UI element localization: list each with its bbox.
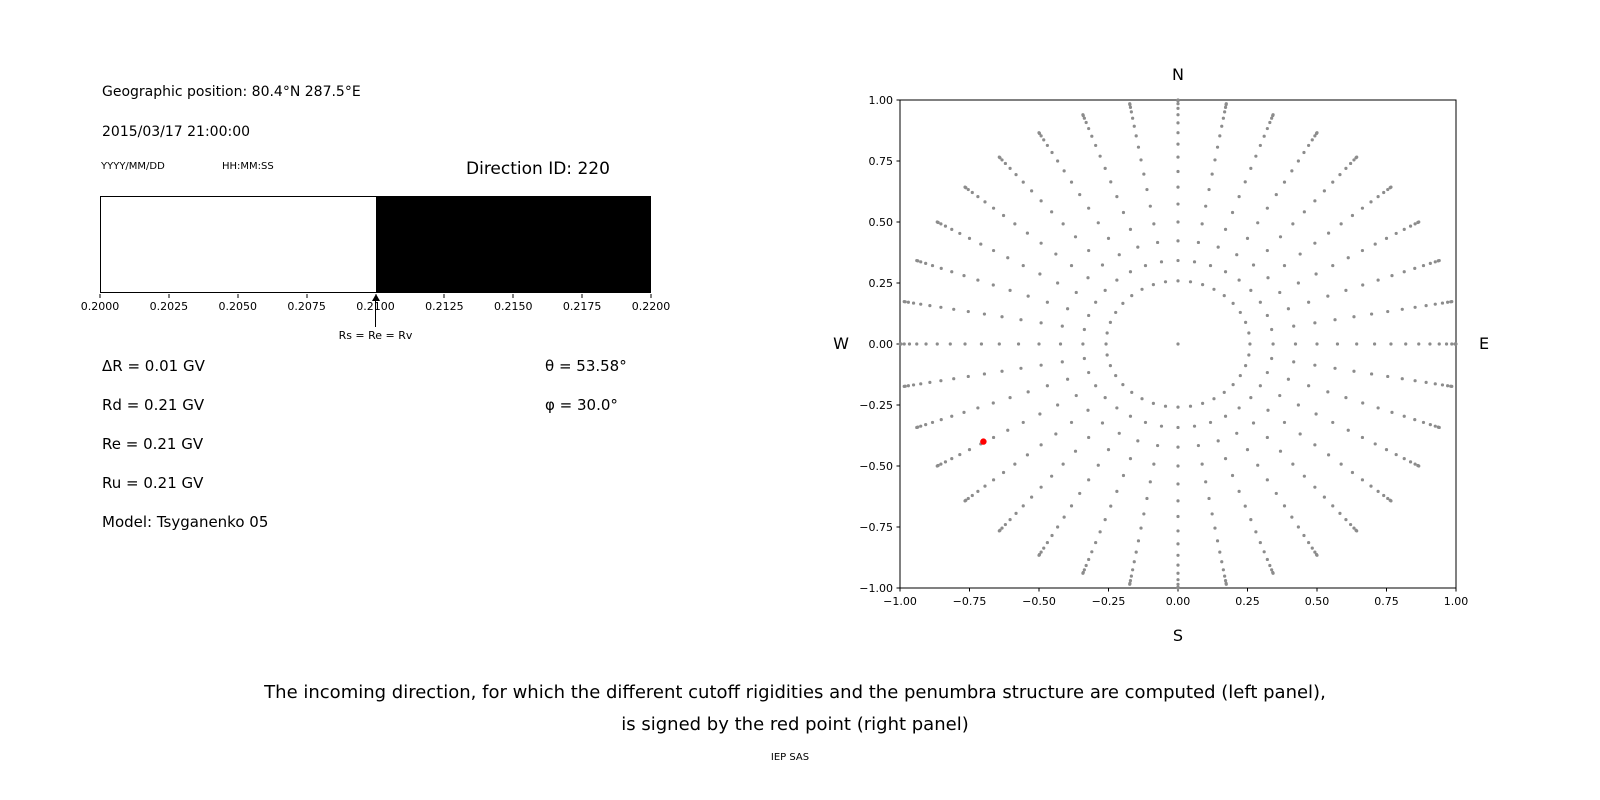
- x-tick: [443, 294, 445, 298]
- re-value: Re = 0.21 GV: [102, 435, 204, 453]
- caption-line-1: The incoming direction, for which the di…: [264, 682, 1326, 703]
- x-tick-label: 0.25: [1235, 595, 1260, 608]
- x-tick-label: −1.00: [883, 595, 917, 608]
- x-tick: [99, 294, 101, 298]
- penumbra-x-axis: 0.20000.20250.20500.20750.21000.21250.21…: [81, 293, 670, 323]
- x-tick: [581, 294, 583, 298]
- compass-labels: N S W E: [833, 65, 1489, 645]
- x-tick-label: 0.00: [1166, 595, 1191, 608]
- x-tick-label: 0.2025: [149, 300, 189, 313]
- x-tick-label: 0.50: [1305, 595, 1330, 608]
- x-tick-label: 0.2075: [287, 300, 326, 313]
- y-tick-label: 0.00: [869, 338, 894, 351]
- x-tick-label: 0.2200: [631, 300, 671, 313]
- y-tick-label: 0.50: [869, 216, 894, 229]
- direction-id-label: Direction ID: 220: [466, 159, 610, 179]
- x-tick-label: 0.2150: [494, 300, 533, 313]
- y-tick-label: 0.25: [869, 277, 894, 290]
- datetime-text: 2015/03/17 21:00:00: [102, 124, 251, 140]
- x-tick: [650, 294, 652, 298]
- theta-value: θ = 53.58°: [545, 357, 627, 375]
- model-label: Model: Tsyganenko 05: [102, 513, 269, 531]
- x-tick: [237, 294, 239, 298]
- incoming-direction-point: [980, 438, 987, 445]
- penumbra-bar: [100, 196, 651, 293]
- direction-map-plot: −1.00 −0.75 −0.50 −0.25 0.00 0.25 0.50 0.75 1.00…: [833, 65, 1489, 645]
- y-tick-label: 0.75: [869, 155, 894, 168]
- ru-value: Ru = 0.21 GV: [102, 474, 204, 492]
- x-tick: [168, 294, 170, 298]
- credit-label: IEP SAS: [770, 752, 810, 763]
- arrow-up-icon: [371, 294, 380, 301]
- rd-value: Rd = 0.21 GV: [102, 396, 205, 414]
- penumbra-arrow-label: Rs = Re = Rv: [338, 329, 413, 342]
- x-tick-label: 1.00: [1444, 595, 1469, 608]
- x-tick-label: −0.75: [953, 595, 987, 608]
- x-tick-label: 0.2000: [80, 300, 120, 313]
- phi-value: φ = 30.0°: [545, 396, 618, 414]
- compass-north-label: N: [1172, 65, 1184, 84]
- x-tick-label: 0.75: [1374, 595, 1399, 608]
- x-tick: [512, 294, 514, 298]
- penumbra-arrow: [371, 294, 380, 327]
- y-tick-label: −0.25: [859, 399, 893, 412]
- x-tick-label: 0.2050: [218, 300, 258, 313]
- x-tick: [306, 294, 308, 298]
- compass-south-label: S: [1173, 626, 1183, 645]
- direction-grid-points: [898, 98, 1458, 590]
- y-tick-label: −0.50: [859, 460, 893, 473]
- x-tick-label: 0.2125: [425, 300, 464, 313]
- penumbra-chart: 0.20000.20250.20500.20750.21000.21250.21…: [81, 196, 670, 356]
- axis-ticks: −1.00 −0.75 −0.50 −0.25 0.00 0.25 0.50 0.75 1.00…: [859, 94, 1468, 608]
- x-tick-label: −0.50: [1022, 595, 1056, 608]
- delta-r-value: ΔR = 0.01 GV: [102, 357, 205, 375]
- compass-west-label: W: [833, 334, 849, 353]
- penumbra-band: [101, 197, 376, 292]
- date-format-label: YYYY/MM/DD: [101, 161, 165, 172]
- y-tick-label: 1.00: [869, 94, 894, 107]
- compass-east-label: E: [1479, 334, 1489, 353]
- x-tick-label: 0.2175: [562, 300, 602, 313]
- time-format-label: HH:MM:SS: [222, 161, 274, 172]
- caption-line-2: is signed by the red point (right panel): [621, 714, 969, 735]
- x-tick-label: −0.25: [1092, 595, 1126, 608]
- penumbra-band: [375, 197, 650, 292]
- geographic-position: Geographic position: 80.4°N 287.5°E: [102, 84, 361, 100]
- y-tick-label: −1.00: [859, 582, 893, 595]
- y-tick-label: −0.75: [859, 521, 893, 534]
